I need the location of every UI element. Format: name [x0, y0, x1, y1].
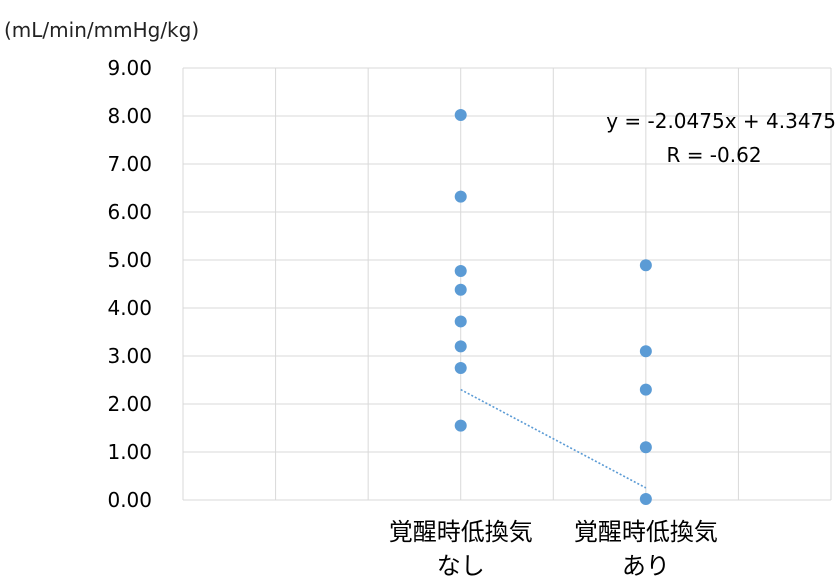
y-tick-label: 1.00 — [107, 440, 152, 464]
y-tick-label: 0.00 — [107, 488, 152, 512]
y-tick-label: 6.00 — [107, 200, 152, 224]
data-point — [639, 441, 652, 454]
y-axis-ticks: 0.00 1.00 2.00 3.00 4.00 5.00 6.00 7.00 8.00 9.00 — [107, 56, 152, 512]
grid-lines — [182, 67, 832, 501]
data-point — [639, 493, 652, 506]
y-tick-label: 4.00 — [107, 296, 152, 320]
data-point — [639, 345, 652, 358]
x-category-label: 覚醒時低換気なし — [389, 518, 533, 580]
data-point — [454, 283, 467, 296]
y-axis-unit-label: (mL/min/mmHg/kg) — [4, 18, 200, 42]
data-point — [454, 265, 467, 278]
data-point — [639, 259, 652, 272]
trendline — [460, 388, 647, 489]
x-category-label: 覚醒時低換気あり — [574, 518, 718, 580]
data-point — [454, 362, 467, 374]
y-tick-label: 3.00 — [107, 344, 152, 368]
y-tick-label: 2.00 — [107, 392, 152, 416]
data-point — [454, 109, 467, 122]
trendline-equation-label: y = -2.0475x + 4.3475 — [606, 109, 836, 133]
y-tick-label: 9.00 — [107, 56, 152, 80]
data-points — [454, 109, 652, 506]
data-point — [454, 340, 467, 353]
data-point — [454, 315, 467, 328]
data-point — [639, 383, 652, 396]
trendline-group — [460, 388, 647, 489]
trendline-equation: y = -2.0475x + 4.3475 R = -0.62 — [606, 109, 836, 167]
data-point — [454, 190, 467, 203]
trendline-r-label: R = -0.62 — [666, 143, 761, 167]
y-tick-label: 7.00 — [107, 152, 152, 176]
y-tick-label: 8.00 — [107, 104, 152, 128]
y-tick-label: 5.00 — [107, 248, 152, 272]
data-point — [454, 419, 467, 432]
